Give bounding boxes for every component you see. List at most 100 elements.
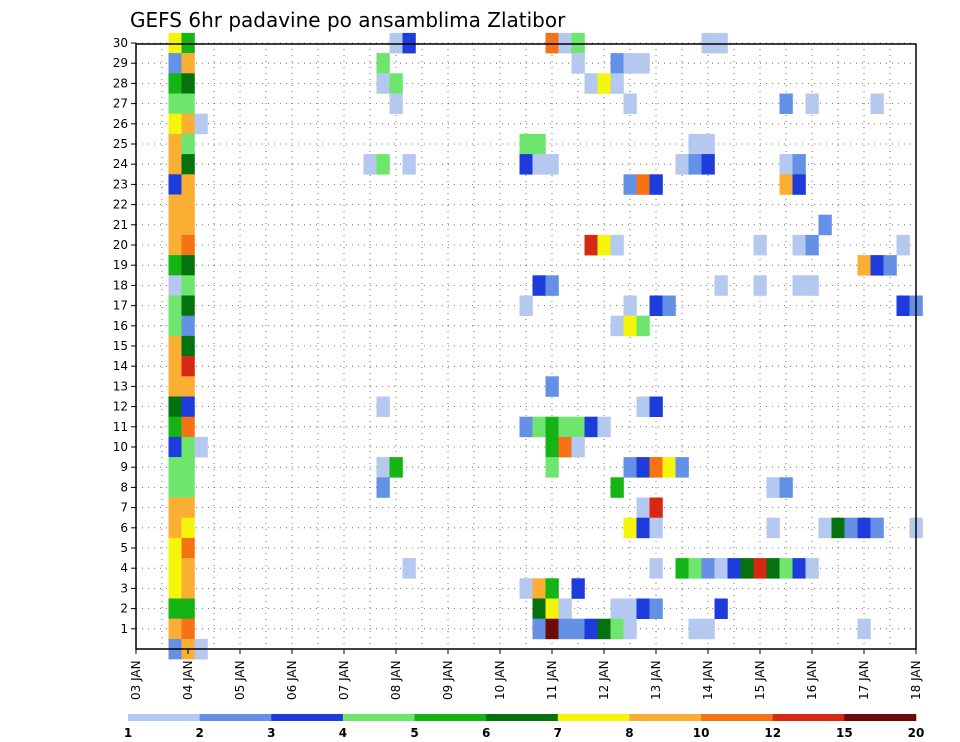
- heatmap-cell: [181, 194, 195, 215]
- heatmap-cell: [623, 457, 637, 478]
- heatmap-cell: [701, 618, 715, 640]
- heatmap-cell: [792, 558, 806, 579]
- y-tick-label: 2: [120, 602, 128, 616]
- heatmap-cell: [558, 436, 572, 458]
- heatmap-cell: [168, 578, 182, 599]
- x-tick-label: 16 JAN: [805, 660, 819, 700]
- heatmap-cell: [181, 73, 195, 94]
- heatmap-cell: [168, 53, 182, 74]
- heatmap-cell: [753, 275, 767, 296]
- heatmap-cell: [168, 295, 182, 316]
- heatmap-cell: [805, 275, 819, 296]
- y-tick-label: 28: [113, 76, 128, 90]
- heatmap-cell: [532, 275, 546, 296]
- heatmap-cell: [571, 53, 585, 74]
- heatmap-cell: [766, 477, 780, 498]
- heatmap-cell: [662, 295, 676, 316]
- heatmap-cell: [857, 255, 871, 276]
- heatmap-cell: [545, 154, 559, 175]
- heatmap-cell: [389, 457, 403, 478]
- heatmap-cell: [623, 618, 637, 640]
- heatmap-cell: [571, 436, 585, 458]
- heatmap-cell: [545, 416, 559, 438]
- x-tick-label: 12 JAN: [597, 660, 611, 700]
- y-tick-label: 26: [113, 117, 128, 131]
- y-tick-label: 16: [113, 319, 128, 333]
- heatmap-cell: [740, 558, 754, 579]
- heatmap-cell: [402, 558, 416, 579]
- heatmap-cell: [168, 335, 182, 357]
- heatmap-cell: [623, 517, 637, 539]
- heatmap-cell: [675, 457, 689, 478]
- x-tick-label: 08 JAN: [389, 660, 403, 700]
- heatmap-cell: [532, 618, 546, 640]
- y-tick-label: 9: [120, 460, 128, 474]
- heatmap-cell: [168, 598, 182, 619]
- heatmap-cell: [688, 154, 702, 175]
- heatmap-cell: [168, 497, 182, 518]
- heatmap-cell: [584, 73, 598, 94]
- y-tick-label: 11: [113, 420, 128, 434]
- y-tick-label: 23: [113, 177, 128, 191]
- heatmap-cell: [558, 416, 572, 438]
- heatmap-cell: [181, 53, 195, 74]
- colorbar-tick-label: 8: [625, 726, 633, 740]
- heatmap-cell: [532, 154, 546, 175]
- colorbar-tick-label: 20: [908, 726, 925, 740]
- heatmap-cell: [896, 295, 910, 316]
- heatmap-cell: [168, 194, 182, 215]
- heatmap-cell: [883, 255, 897, 276]
- heatmap-cell: [519, 154, 533, 175]
- heatmap-cell: [688, 133, 702, 155]
- x-tick-label: 07 JAN: [337, 660, 351, 700]
- x-tick-label: 17 JAN: [857, 660, 871, 700]
- heatmap-cell: [545, 436, 559, 458]
- heatmap-cell: [181, 396, 195, 417]
- colorbar-swatch: [629, 714, 702, 721]
- heatmap-cell: [753, 558, 767, 579]
- heatmap-cell: [701, 154, 715, 175]
- heatmap-cell: [181, 174, 195, 195]
- heatmap-cell: [610, 477, 624, 498]
- heatmap-cell: [168, 214, 182, 236]
- colorbar-tick-label: 5: [410, 726, 418, 740]
- heatmap-cell: [662, 457, 676, 478]
- x-tick-label: 05 JAN: [233, 660, 247, 700]
- colorbar-swatch: [701, 714, 774, 721]
- heatmap-cell: [636, 53, 650, 74]
- heatmap-cell: [818, 517, 832, 539]
- heatmap-cell: [181, 133, 195, 155]
- heatmap-cell: [675, 154, 689, 175]
- colorbar-swatch: [844, 714, 917, 721]
- heatmap-cell: [857, 618, 871, 640]
- heatmap-cell: [597, 618, 611, 640]
- heatmap-cell: [168, 32, 182, 54]
- heatmap-cell: [168, 376, 182, 397]
- colorbar-tick-label: 10: [693, 726, 710, 740]
- heatmap-cell: [857, 517, 871, 539]
- heatmap-cell: [519, 133, 533, 155]
- heatmap-cell: [376, 53, 390, 74]
- heatmap-cell: [688, 558, 702, 579]
- colorbar: 1 2 3 4 5 6 7 8 10 12 15 20: [124, 714, 925, 740]
- heatmap-cell: [181, 234, 195, 256]
- heatmap-cell: [376, 477, 390, 498]
- y-tick-label: 13: [113, 379, 128, 393]
- heatmap-cell: [649, 396, 663, 417]
- y-tick-label: 29: [113, 56, 128, 70]
- heatmap-cell: [792, 174, 806, 195]
- heatmap-cell: [389, 73, 403, 94]
- heatmap-cell: [584, 416, 598, 438]
- heatmap-cell: [181, 558, 195, 579]
- heatmap-cell: [597, 73, 611, 94]
- y-tick-label: 25: [113, 137, 128, 151]
- heatmap-cell: [766, 558, 780, 579]
- heatmap-cell: [610, 234, 624, 256]
- heatmap-cell: [168, 558, 182, 579]
- heatmap-cell: [805, 93, 819, 114]
- heatmap-cell: [545, 376, 559, 397]
- heatmap-cell: [402, 32, 416, 54]
- heatmap-cell: [519, 416, 533, 438]
- heatmap-cell: [792, 234, 806, 256]
- heatmap-cell: [181, 315, 195, 337]
